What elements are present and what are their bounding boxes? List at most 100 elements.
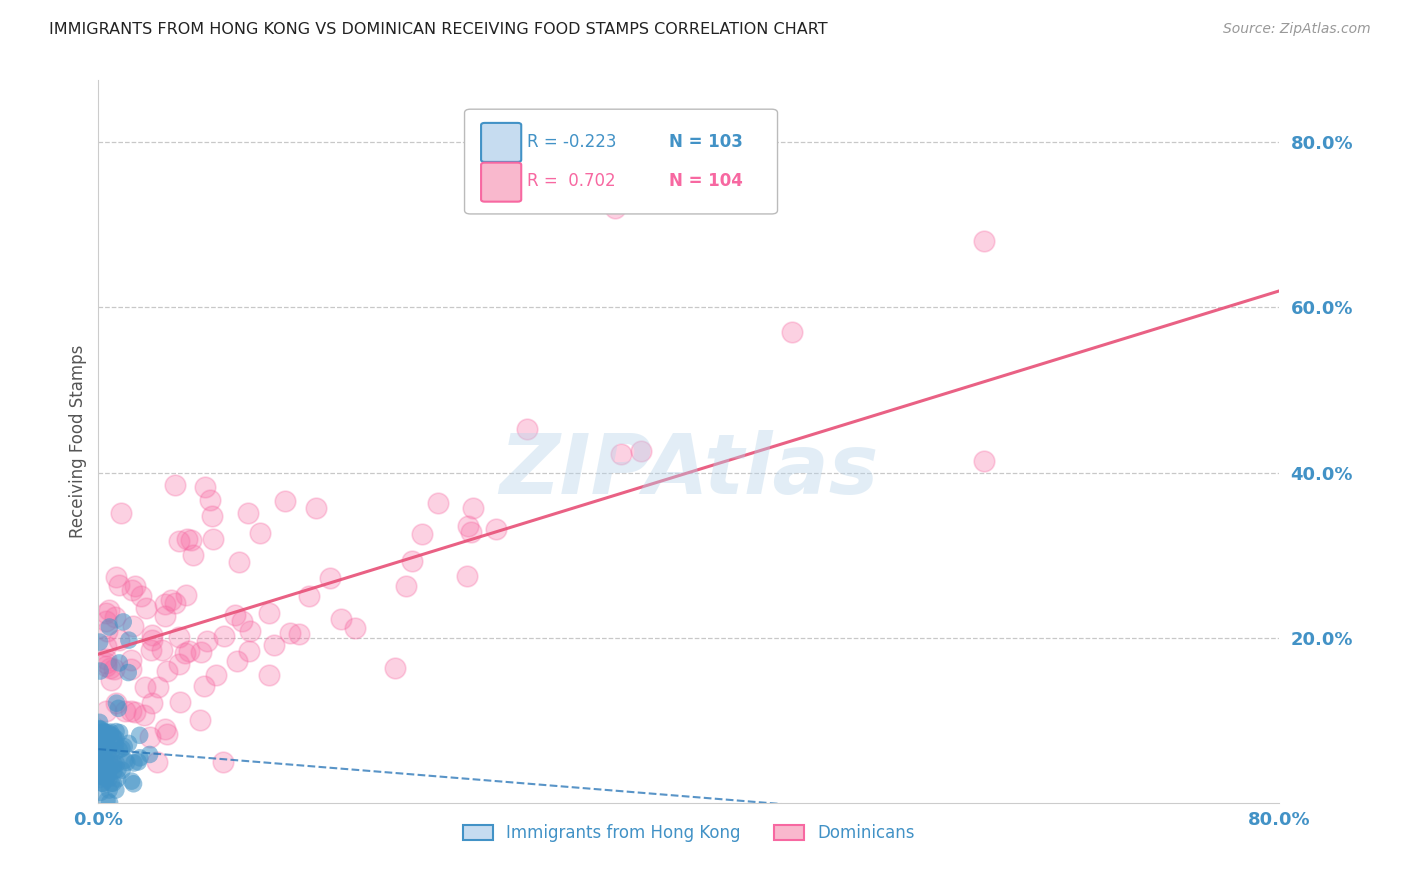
Point: [114, 704, 136, 718]
Point: [96, 760, 118, 774]
Point: [457, 519, 479, 533]
Point: [104, 745, 127, 759]
Point: [122, 777, 145, 791]
Point: [98, 620, 121, 634]
FancyBboxPatch shape: [481, 123, 522, 162]
Point: [485, 522, 508, 536]
Point: [107, 701, 129, 715]
Point: [93, 738, 115, 752]
Point: [224, 608, 246, 623]
Point: [91, 757, 114, 772]
Point: [973, 235, 995, 249]
Point: [330, 611, 353, 625]
Point: [121, 583, 143, 598]
Point: [94, 606, 117, 620]
Point: [384, 661, 406, 675]
Point: [104, 737, 127, 751]
Point: [236, 506, 259, 520]
Point: [120, 662, 142, 676]
Point: [153, 723, 176, 737]
Point: [263, 638, 285, 652]
Point: [101, 776, 124, 790]
Point: [120, 653, 142, 667]
Point: [190, 713, 212, 727]
Point: [167, 657, 190, 671]
Point: [179, 644, 201, 658]
Point: [132, 708, 155, 723]
Point: [180, 533, 202, 547]
Point: [97, 726, 120, 740]
Point: [104, 783, 127, 797]
Point: [134, 681, 156, 695]
Text: IMMIGRANTS FROM HONG KONG VS DOMINICAN RECEIVING FOOD STAMPS CORRELATION CHART: IMMIGRANTS FROM HONG KONG VS DOMINICAN R…: [49, 22, 828, 37]
FancyBboxPatch shape: [481, 162, 522, 202]
Point: [395, 579, 418, 593]
Point: [146, 680, 169, 694]
Point: [94, 640, 117, 654]
Point: [87, 745, 110, 759]
Point: [96, 736, 118, 750]
Point: [94, 651, 117, 665]
Point: [91, 764, 114, 779]
Point: [135, 601, 157, 615]
Point: [93, 732, 115, 747]
Point: [91, 747, 114, 762]
Point: [110, 506, 132, 520]
Point: [89, 735, 111, 749]
Point: [156, 664, 179, 678]
Point: [89, 664, 111, 678]
Point: [103, 731, 125, 746]
Point: [121, 774, 143, 789]
Point: [87, 723, 110, 737]
Point: [108, 632, 131, 647]
Point: [460, 525, 482, 540]
Point: [214, 629, 236, 643]
Point: [257, 606, 280, 620]
Point: [111, 741, 134, 756]
Point: [129, 589, 152, 603]
Point: [139, 730, 162, 744]
Point: [343, 621, 366, 635]
Point: [630, 444, 652, 458]
Point: [94, 657, 117, 671]
Text: ZIPAtlas: ZIPAtlas: [499, 430, 879, 511]
Point: [89, 743, 111, 757]
Point: [122, 756, 145, 770]
Point: [160, 592, 183, 607]
Point: [93, 724, 115, 739]
Point: [96, 793, 118, 807]
Point: [231, 614, 253, 628]
Point: [89, 763, 111, 777]
Point: [605, 201, 627, 215]
Point: [141, 627, 163, 641]
Point: [91, 759, 114, 773]
Point: [139, 642, 162, 657]
Point: [516, 422, 538, 436]
Point: [121, 704, 143, 718]
Point: [94, 755, 117, 769]
Point: [89, 726, 111, 740]
Point: [90, 732, 112, 747]
Point: [89, 772, 111, 787]
Text: R =  0.702: R = 0.702: [527, 172, 616, 190]
Point: [176, 533, 198, 547]
Point: [782, 325, 804, 339]
Point: [101, 743, 124, 757]
Point: [112, 739, 135, 754]
Point: [96, 759, 118, 773]
Text: Source: ZipAtlas.com: Source: ZipAtlas.com: [1223, 22, 1371, 37]
Point: [89, 768, 111, 782]
Point: [181, 548, 204, 562]
Point: [128, 728, 150, 742]
Point: [111, 763, 134, 777]
Point: [249, 525, 271, 540]
Point: [93, 770, 115, 784]
Point: [112, 615, 135, 629]
Text: R = -0.223: R = -0.223: [527, 133, 617, 151]
Point: [127, 755, 149, 769]
Point: [257, 668, 280, 682]
Point: [426, 495, 449, 509]
Point: [165, 596, 187, 610]
Point: [115, 756, 138, 770]
Point: [93, 757, 115, 772]
